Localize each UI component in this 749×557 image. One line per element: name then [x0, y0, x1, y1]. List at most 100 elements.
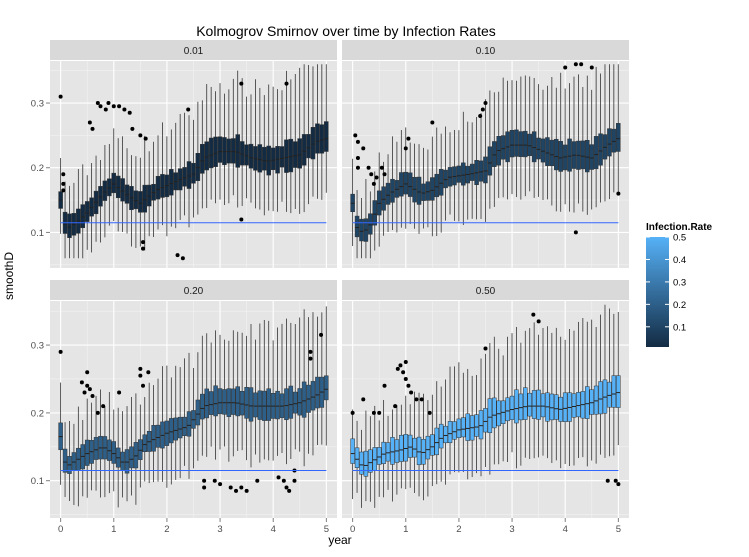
box: [359, 429, 364, 508]
box-body: [244, 144, 249, 166]
box: [297, 317, 302, 452]
box: [115, 407, 121, 508]
box: [217, 83, 223, 200]
outlier-point: [398, 363, 403, 368]
legend-tick-label: 0.4: [673, 255, 686, 266]
box-body: [483, 408, 488, 433]
box-body: [412, 437, 417, 458]
box: [598, 314, 603, 455]
facet-panel-0.50: 0.50: [342, 280, 629, 518]
box-body: [208, 137, 214, 169]
box: [527, 76, 532, 192]
outlier-point: [228, 485, 233, 490]
outlier-point: [239, 217, 244, 222]
box-body: [107, 178, 112, 197]
box-body: [155, 424, 161, 448]
box: [67, 421, 72, 502]
outlier-point: [90, 393, 95, 398]
outlier-point: [202, 478, 207, 483]
outlier-point: [308, 356, 313, 361]
box: [443, 379, 448, 485]
outlier-point: [371, 410, 376, 415]
box: [399, 130, 404, 228]
box: [71, 182, 77, 259]
facet-strip: [342, 40, 629, 60]
outlier-point: [355, 156, 360, 161]
box-body: [478, 160, 484, 182]
box-body: [554, 394, 559, 420]
box: [310, 312, 316, 456]
box: [71, 423, 77, 505]
outlier-point: [403, 146, 408, 151]
box: [89, 163, 94, 253]
box: [80, 164, 86, 259]
box-body: [469, 163, 475, 181]
box: [84, 175, 90, 250]
facet-strip-label: 0.20: [184, 286, 204, 297]
box: [540, 89, 546, 200]
box: [155, 135, 161, 230]
box: [425, 149, 431, 228]
outlier-point: [536, 319, 541, 324]
box: [368, 416, 373, 502]
box: [434, 127, 439, 237]
outlier-point: [244, 488, 249, 493]
box: [483, 99, 488, 222]
box: [540, 327, 546, 456]
box-body: [465, 413, 470, 441]
outlier-point: [138, 133, 143, 138]
box-body: [297, 138, 302, 169]
box-body: [390, 178, 395, 203]
box-body: [89, 197, 94, 217]
outlier-point: [130, 126, 135, 131]
box: [571, 330, 577, 466]
box: [514, 327, 519, 469]
box: [58, 158, 63, 234]
box-body: [598, 133, 603, 166]
legend-tick-label: 0.1: [673, 322, 686, 333]
box-body: [461, 417, 466, 438]
outlier-point: [403, 360, 408, 365]
box: [359, 198, 364, 259]
box-body: [443, 425, 448, 444]
box-body: [580, 140, 586, 170]
outlier-point: [141, 383, 146, 388]
box: [200, 335, 205, 456]
outlier-point: [101, 404, 106, 409]
box: [492, 92, 497, 207]
box: [607, 308, 612, 457]
box-body: [478, 410, 484, 440]
box-body: [71, 452, 77, 471]
box-body: [381, 441, 386, 464]
legend-title: Infection.Rate: [646, 222, 713, 233]
box: [385, 415, 391, 490]
y-tick-label: 0.1: [31, 476, 44, 487]
box-body: [452, 166, 457, 186]
box: [102, 145, 108, 238]
outlier-point: [239, 485, 244, 490]
box-body: [324, 375, 329, 401]
box-body: [545, 137, 550, 166]
outlier-point: [141, 246, 146, 251]
box: [129, 397, 134, 496]
box: [151, 141, 156, 238]
box: [487, 90, 493, 209]
box: [293, 73, 298, 209]
box: [536, 84, 541, 197]
box: [133, 156, 139, 249]
box-body: [186, 161, 192, 189]
facet-strip: [50, 280, 337, 300]
facet-panels: 0.01 0.10 0.20 0.50: [50, 40, 629, 518]
outlier-point: [419, 397, 424, 402]
box: [567, 83, 572, 212]
box: [465, 121, 470, 220]
box-body: [319, 124, 325, 154]
box-body: [598, 381, 603, 415]
box: [186, 115, 192, 228]
outlier-point: [58, 94, 63, 99]
box-body: [487, 398, 493, 434]
outlier-point: [406, 136, 411, 141]
box: [169, 129, 174, 227]
box: [217, 334, 223, 450]
